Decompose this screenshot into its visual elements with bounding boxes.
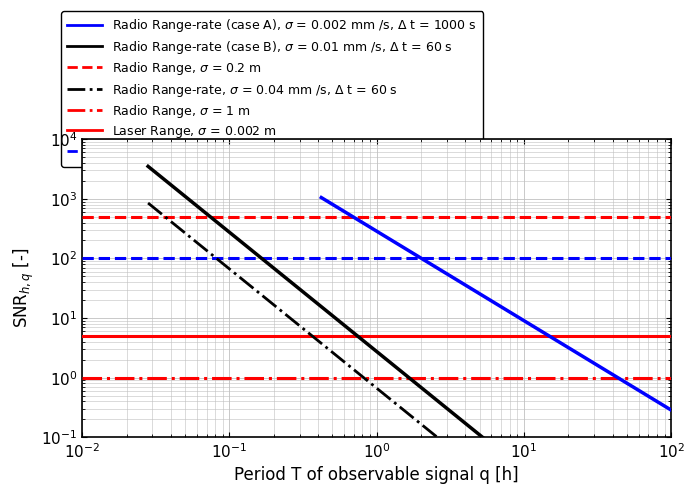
Legend: Radio Range-rate (case A), $\sigma$ = 0.002 mm /s, $\Delta$ t = 1000 s, Radio Ra: Radio Range-rate (case A), $\sigma$ = 0.… (61, 11, 484, 167)
X-axis label: Period T of observable signal q [h]: Period T of observable signal q [h] (234, 467, 519, 485)
Y-axis label: SNR$_{h,q}$ [-]: SNR$_{h,q}$ [-] (12, 248, 36, 329)
